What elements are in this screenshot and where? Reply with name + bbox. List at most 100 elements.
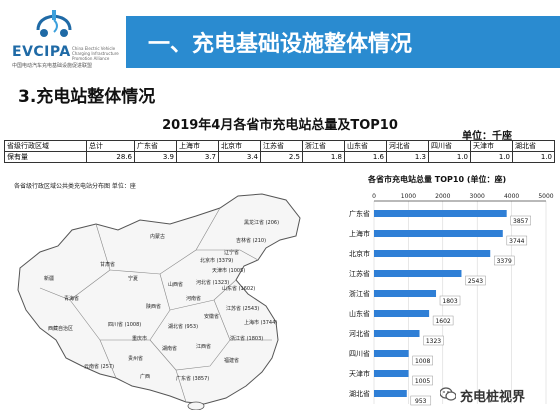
table-row-label: 保有量: [4, 151, 87, 163]
x-tick-label: 0: [372, 193, 376, 200]
map-province-label: 山西省: [168, 281, 183, 288]
data-label-box: [432, 315, 454, 326]
table-header-cell: 天津市: [470, 140, 513, 152]
x-tick-label: 5000: [538, 193, 553, 200]
category-label: 上海市: [349, 229, 370, 238]
table-value-cell: 1.6: [344, 151, 387, 163]
data-label: 3379: [497, 258, 512, 265]
data-label: 1008: [415, 358, 430, 365]
category-label: 江苏省: [349, 269, 370, 278]
bar: [374, 390, 407, 397]
map-province-label: 北京市 (3379): [200, 257, 233, 264]
table-unit: 单位：千座: [462, 131, 512, 142]
data-label: 1803: [442, 298, 457, 305]
table-header-cell: 山东省: [344, 140, 387, 152]
evcipa-logo: EVCIPA China Electric Vehicle Charging I…: [6, 6, 134, 72]
data-label-box: [439, 295, 461, 306]
map-province-label: 西藏自治区: [48, 325, 73, 332]
data-label-box: [412, 375, 433, 386]
map-province-label: 浙江省 (1803): [230, 335, 263, 342]
china-outline: [17, 193, 301, 405]
table-header-label: 省级行政区域: [4, 140, 87, 152]
header: EVCIPA China Electric Vehicle Charging I…: [0, 0, 560, 78]
data-label-box: [510, 215, 531, 226]
data-label: 1602: [435, 318, 450, 325]
map-province-label: 辽宁省: [224, 249, 239, 256]
bar: [374, 290, 437, 297]
table-value-cell: 28.6: [86, 151, 135, 163]
x-tick-label: 3000: [470, 193, 485, 200]
map-province-label: 天津市 (1005): [212, 267, 245, 274]
table-header-cell: 广东省: [134, 140, 177, 152]
table-value-cell: 3.7: [176, 151, 219, 163]
map-province-label: 贵州省: [128, 355, 143, 362]
table-value-cell: 1.0: [470, 151, 513, 163]
map-province-label: 广东省 (3857): [176, 375, 209, 382]
table-value-cell: 1.0: [512, 151, 555, 163]
logo-car-plug-icon: [36, 10, 72, 37]
bar: [374, 250, 491, 257]
map-province-label: 河北省 (1323): [196, 279, 229, 286]
table-header-cell: 浙江省: [302, 140, 345, 152]
map-province-label: 甘肃省: [100, 261, 115, 268]
logo-wordmark: EVCIPA: [12, 44, 71, 60]
map-province-label: 河南省: [186, 295, 201, 302]
map-province-label: 黑龙江省 (206): [244, 219, 279, 226]
data-label-box: [423, 335, 444, 346]
data-label-box: [465, 275, 486, 286]
x-tick-label: 1000: [401, 193, 416, 200]
title-bar: 一、充电基础设施整体情况: [126, 16, 560, 68]
table-header-cell: 总计: [86, 140, 135, 152]
table-values-row: 保有量 28.6 3.9 3.7 3.4 2.5 1.8 1.6 1.3 1.0 1.0 1.0: [4, 151, 555, 163]
map-province-label: 上海市 (3744): [244, 319, 277, 326]
bar: [374, 210, 507, 217]
logo-english: China Electric Vehicle Charging Infrastr…: [72, 46, 119, 61]
data-label-box: [412, 355, 433, 366]
map-province-label: 云南省 (257): [84, 363, 114, 370]
map-province-label: 陕西省: [146, 303, 161, 310]
wechat-icon: [440, 387, 456, 401]
data-label: 3744: [509, 238, 524, 245]
table-header-cell: 北京市: [218, 140, 261, 152]
map-province-label: 四川省 (1008): [108, 321, 141, 328]
map-province-label: 吉林省 (210): [236, 237, 266, 244]
bar: [374, 310, 430, 317]
table-title: 2019年4月各省市充电站总量及TOP10: [162, 118, 398, 133]
category-label: 湖北省: [349, 389, 370, 398]
map-province-label: 山东省 (1602): [222, 285, 255, 292]
map-province-label: 湖南省: [162, 345, 177, 352]
table-header-cell: 湖北省: [512, 140, 555, 152]
category-label: 河北省: [349, 329, 370, 338]
bar: [374, 270, 462, 277]
data-label: 953: [415, 398, 427, 405]
map-province-label: 广西: [140, 373, 150, 380]
chart-title: 各省市充电站总量 TOP10 (单位：座): [367, 174, 506, 184]
map-province-label: 重庆市: [132, 335, 147, 342]
map-caption: 各省级行政区域公共类充电站分布图 单位：座: [14, 183, 136, 190]
bar: [374, 330, 420, 337]
category-label: 浙江省: [349, 289, 370, 298]
category-label: 广东省: [349, 209, 370, 218]
table-header-row: 省级行政区域 总计 广东省 上海市 北京市 江苏省 浙江省 山东省 河北省 四川省 天津市 湖北省: [4, 140, 555, 152]
table-header-cell: 河北省: [386, 140, 429, 152]
x-tick-label: 4000: [504, 193, 519, 200]
map-province-label: 江西省: [196, 343, 211, 350]
category-label: 四川省: [349, 349, 370, 358]
data-label: 3857: [513, 218, 528, 225]
map-province-label: 福建省: [224, 357, 239, 364]
page-title: 一、充电基础设施整体情况: [148, 32, 413, 57]
table-header-cell: 上海市: [176, 140, 219, 152]
data-label: 1323: [426, 338, 441, 345]
table-header-cell: 江苏省: [260, 140, 303, 152]
bar: [374, 370, 409, 377]
table-value-cell: 3.4: [218, 151, 261, 163]
map-province-label: 青海省: [64, 295, 79, 302]
bar: [374, 230, 503, 237]
map-province-label: 江苏省 (2543): [226, 305, 259, 312]
category-label: 天津市: [349, 369, 370, 378]
top10-bar-chart: 各省市充电站总量 TOP10 (单位：座) 0 1000 2000 3000 4000 5…: [349, 174, 554, 406]
table-value-cell: 1.3: [386, 151, 429, 163]
table-value-cell: 2.5: [260, 151, 303, 163]
summary-table: 省级行政区域 总计 广东省 上海市 北京市 江苏省 浙江省 山东省 河北省 四川省 天津市 湖北省 保…: [4, 140, 555, 163]
